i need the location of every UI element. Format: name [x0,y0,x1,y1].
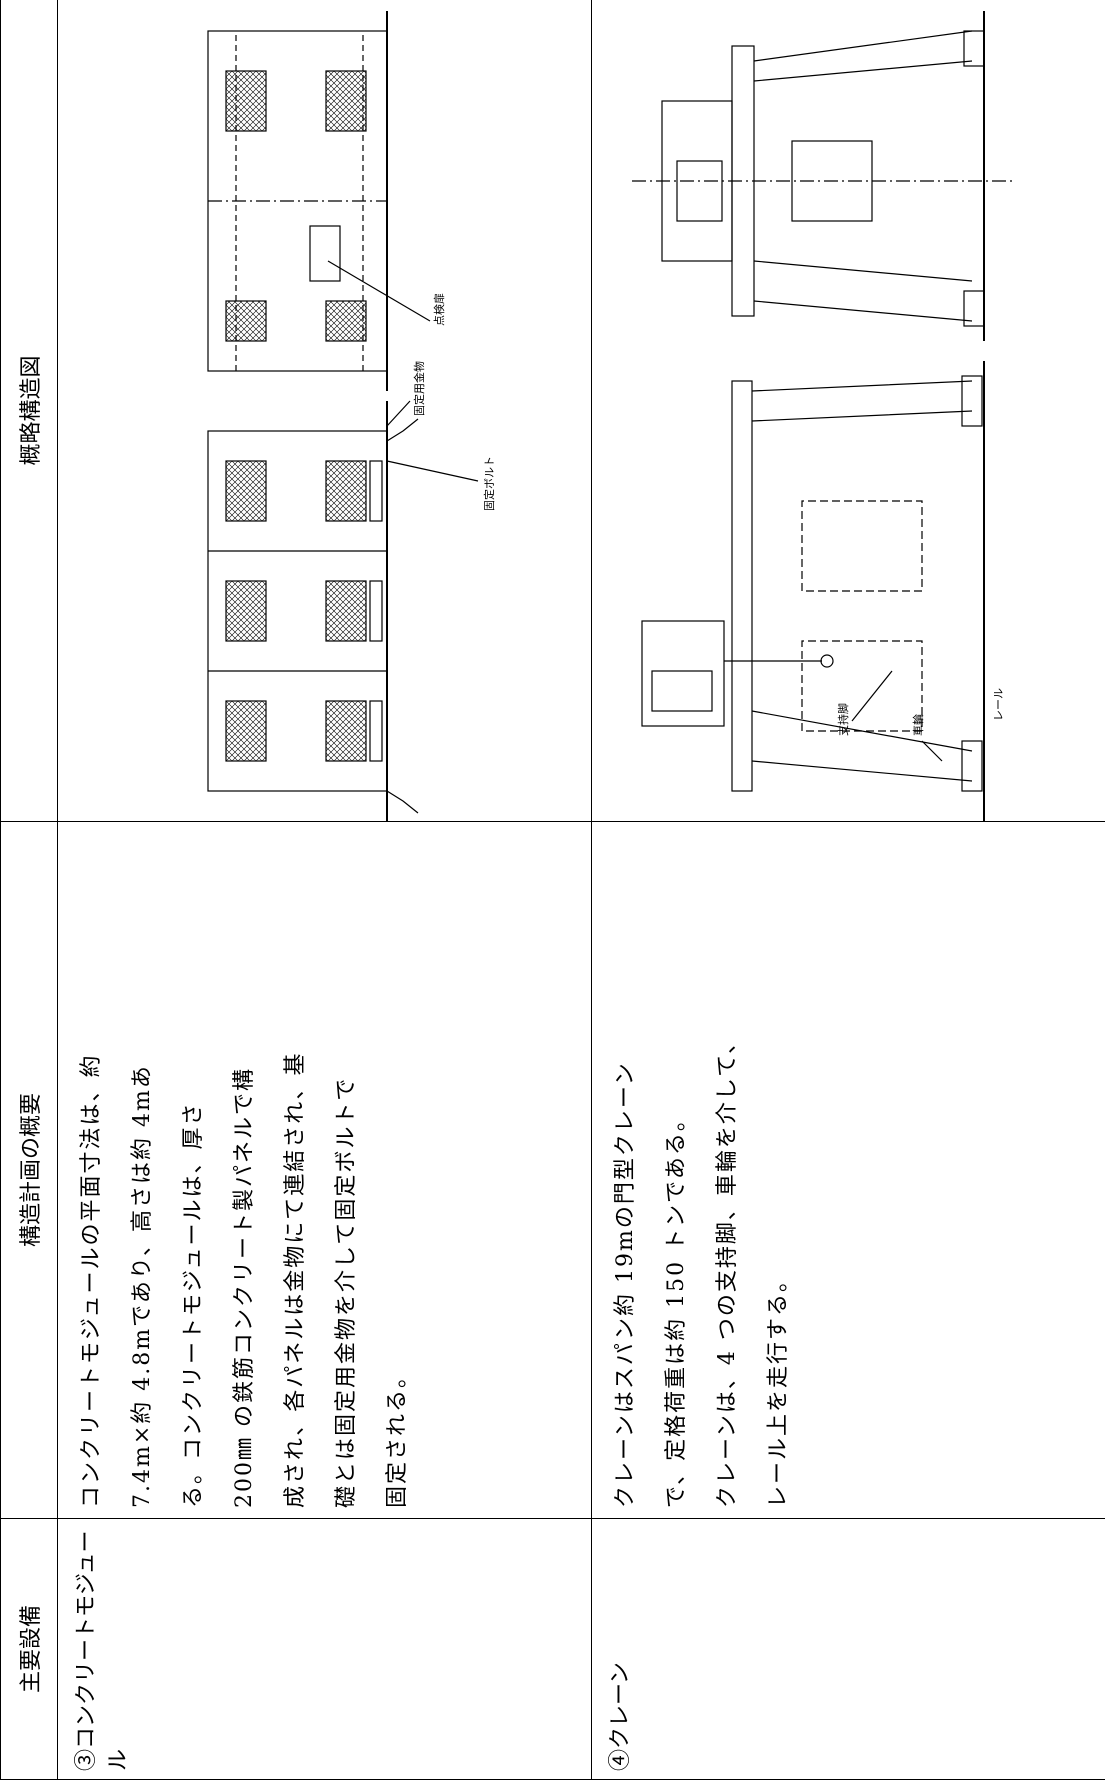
row: ③コンクリートモジュール コンクリートモジュールの平面寸法は、約 7.4m×約 4… [57,0,592,1780]
crane-diagram: 支持脚 車輪 レール [632,11,1012,821]
diagram-cell: 点検扉 固定用金物 固定ボルト [57,0,592,822]
diagram-label: 固定用金物 [412,361,426,416]
summary-line: クレーンはスパン約 19mの門型クレーン [613,1061,638,1508]
header-cell: 概略構造図 [0,0,58,822]
row: ④クレーン クレーンはスパン約 19mの門型クレーン で、定格荷重は約 150 ト… [591,0,1105,1780]
summary-line: 200㎜ の鉄筋コンクリート製パネルで構 [232,1067,257,1508]
diagram-label: 車輪 [911,714,925,736]
summary-cell: クレーンはスパン約 19mの門型クレーン で、定格荷重は約 150 トンである。 ク… [591,821,1105,1519]
summary-line: コンクリートモジュールの平面寸法は、約 [79,1053,104,1508]
summary-cell: コンクリートモジュールの平面寸法は、約 7.4m×約 4.8mであり、高さは約 4… [57,821,592,1519]
header-cell: 構造計画の概要 [0,821,58,1519]
module-diagram: 点検扉 固定用金物 固定ボルト [207,11,496,821]
equipment-cell: ④クレーン [591,1518,1105,1780]
summary-line: 固定される。 [385,1363,410,1508]
summary-line: で、定格荷重は約 150 トンである。 [664,1107,689,1508]
summary-line: る。コンクリートモジュールは、厚さ [181,1101,206,1508]
summary-line: レール上を走行する。 [766,1267,791,1508]
diagram-label: 固定ボルト [482,456,496,511]
diagram-label: レール [992,688,1005,721]
diagram-label: 支持脚 [836,703,850,736]
summary-line: 礎とは固定用金物を介して固定ボルトで [334,1076,359,1508]
diagram-cell: 支持脚 車輪 レール [591,0,1105,822]
header-row: 主要設備 構造計画の概要 概略構造図 [0,0,58,1780]
summary-line: クレーンは、4 つの支持脚、車輪を介して、 [715,1029,740,1508]
diagram-label: 点検扉 [432,293,446,326]
equipment-cell: ③コンクリートモジュール [57,1518,592,1780]
summary-line: 7.4m×約 4.8mであり、高さは約 4mあ [130,1064,155,1508]
header-cell: 主要設備 [0,1518,58,1780]
summary-line: 成され、各パネルは金物にて連結され、基 [283,1051,308,1508]
